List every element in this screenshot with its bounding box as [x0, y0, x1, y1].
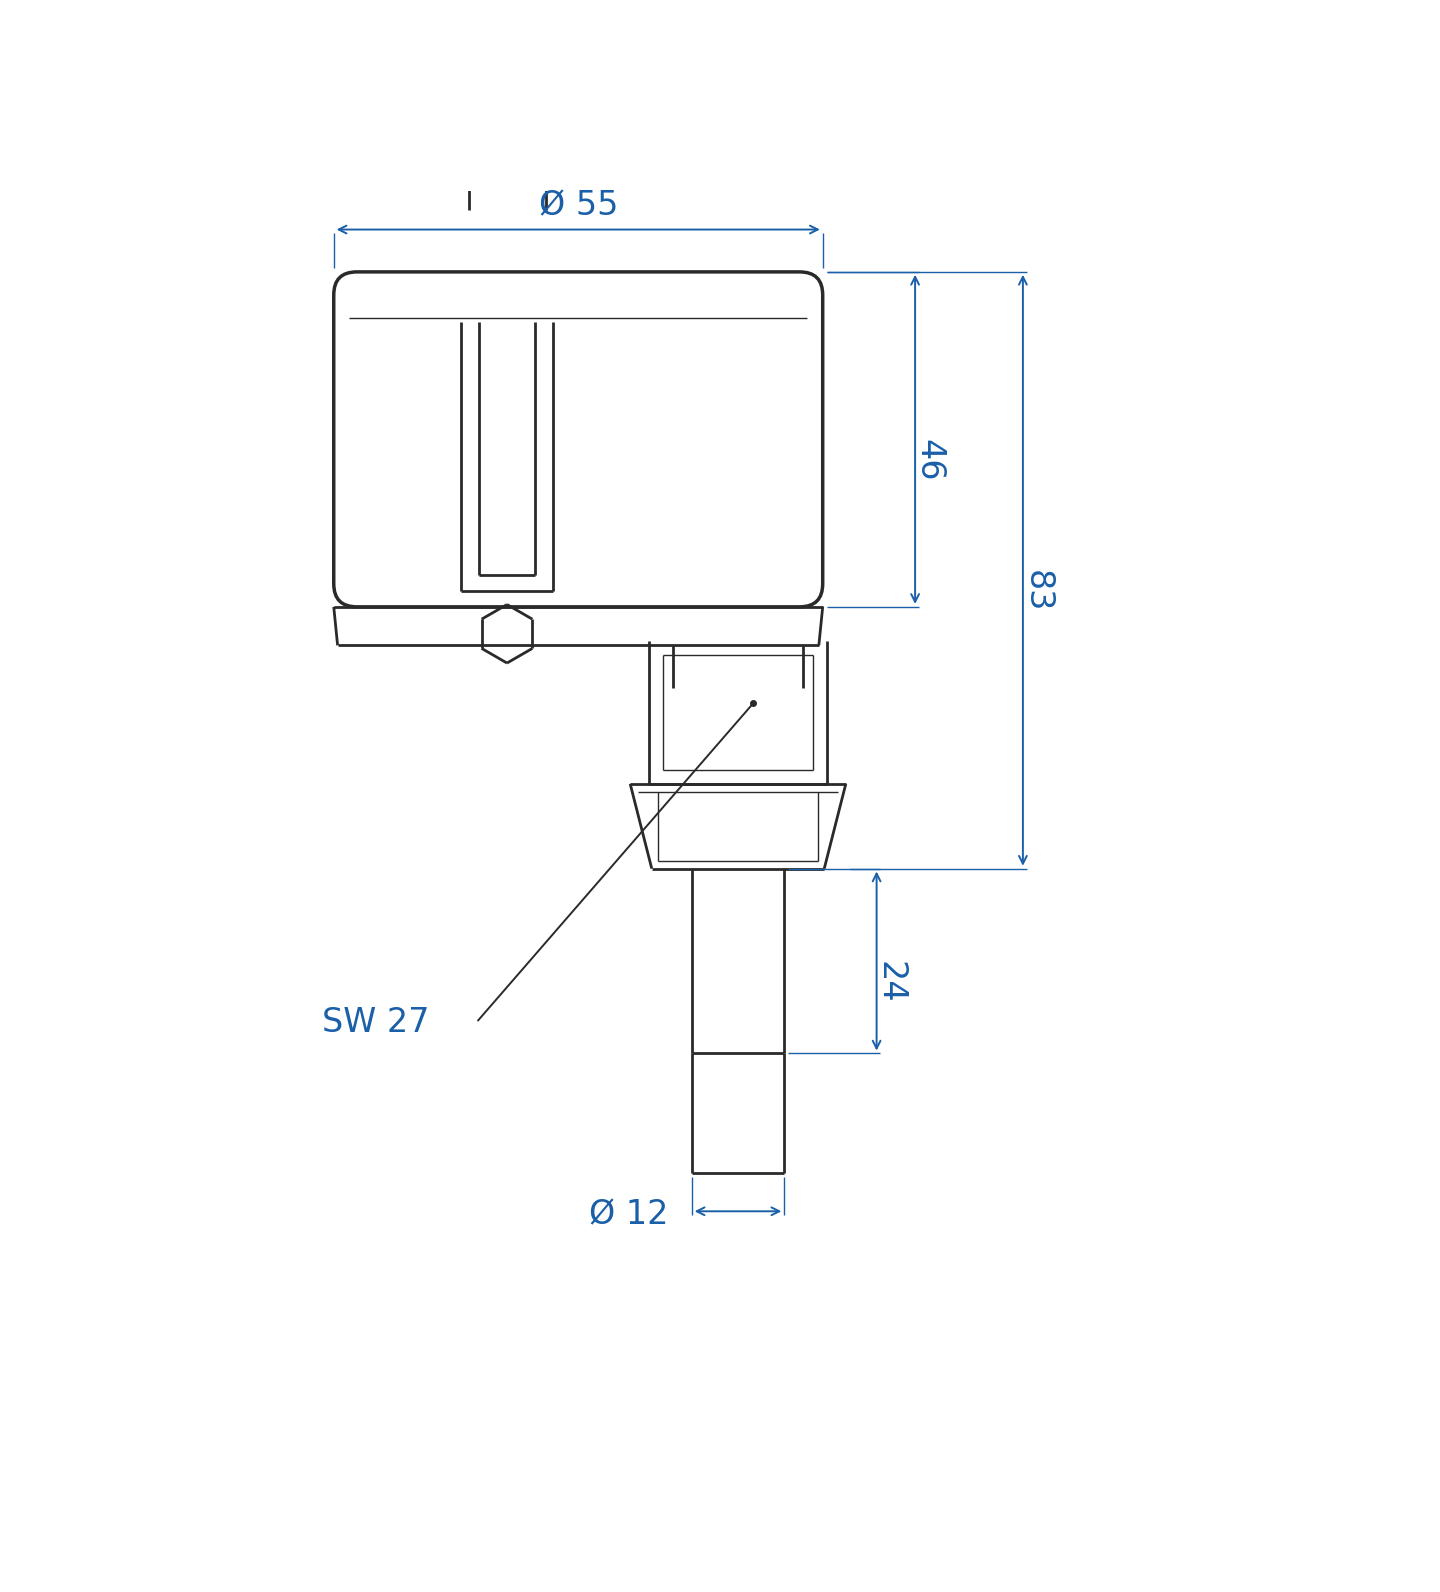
Text: 24: 24 [874, 962, 907, 1003]
Text: SW 27: SW 27 [323, 1006, 429, 1040]
Text: Ø 55: Ø 55 [539, 189, 618, 221]
Text: Ø 12: Ø 12 [589, 1199, 668, 1232]
Text: 46: 46 [913, 439, 946, 482]
Text: 83: 83 [1021, 570, 1053, 613]
